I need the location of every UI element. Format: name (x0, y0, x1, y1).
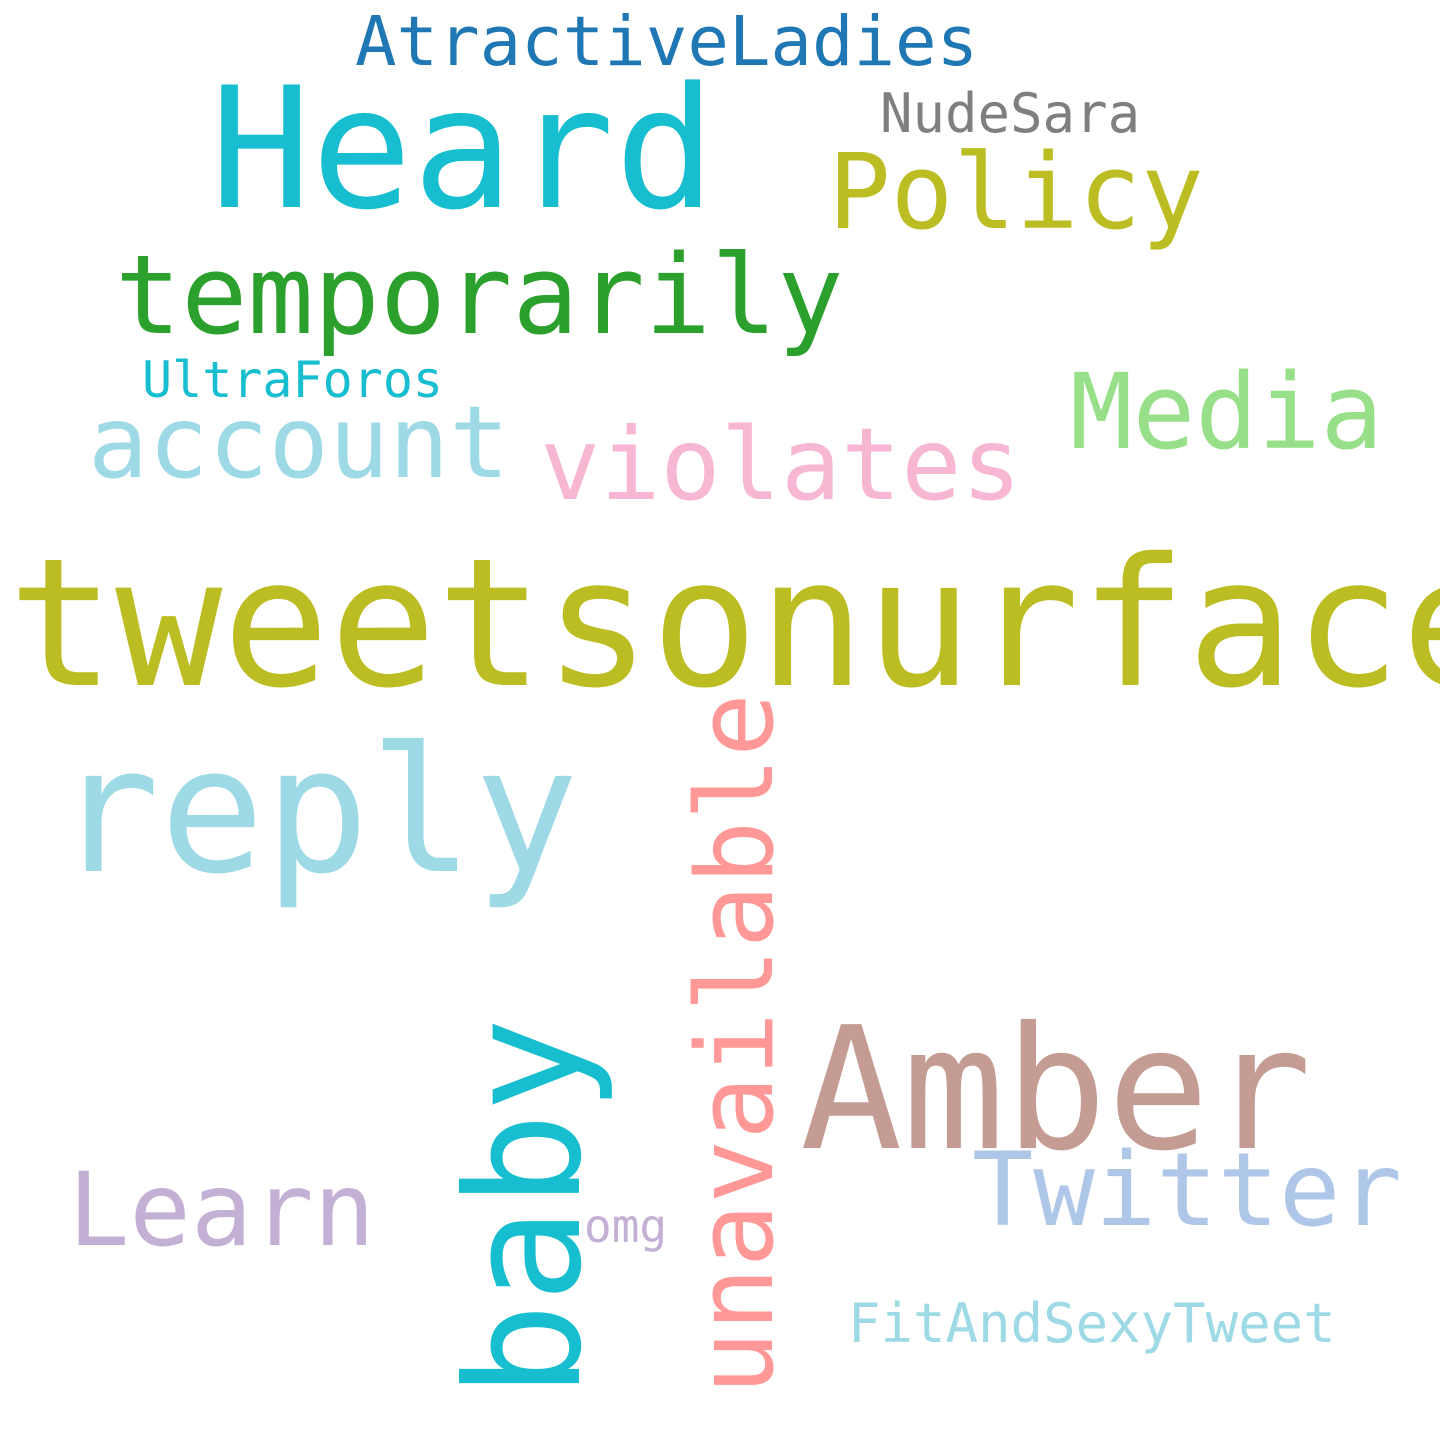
word-omg: omg (584, 1199, 668, 1253)
word-twitter: Twitter (972, 1131, 1402, 1250)
word-reply: reply (55, 710, 579, 913)
word-tweetsonurface: tweetsonurface (8, 520, 1440, 727)
word-violates: violates (540, 406, 1022, 523)
word-fitandsexytweet: FitAndSexyTweet (848, 1292, 1336, 1355)
word-ultraforos: UltraForos (142, 351, 444, 409)
word-account: account (88, 384, 510, 501)
word-amber: Amber (800, 991, 1312, 1189)
word-temporarily: temporarily (115, 231, 844, 359)
word-heard: Heard (210, 51, 716, 247)
word-media: Media (1070, 351, 1384, 473)
word-policy: Policy (828, 131, 1204, 253)
word-nudesara: NudeSara (880, 82, 1141, 145)
word-baby: baby (433, 1017, 617, 1399)
word-unavailable: unavailable (674, 693, 797, 1395)
word-atractiveladies: AtractiveLadies (355, 2, 979, 82)
word-learn: Learn (68, 1151, 376, 1270)
